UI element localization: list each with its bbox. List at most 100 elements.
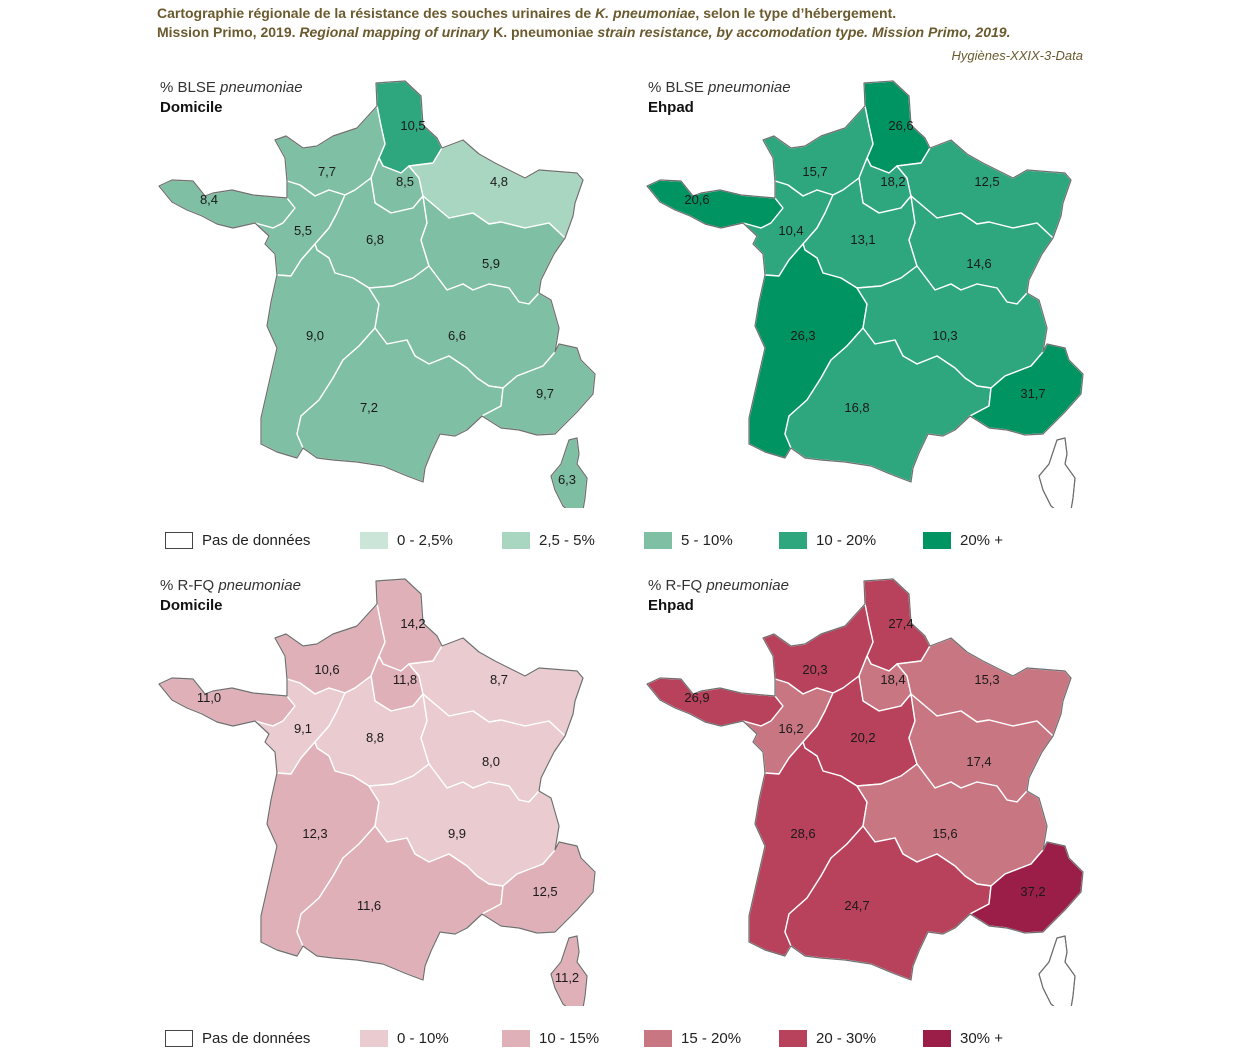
legend-label: 5 - 10% [681,532,733,549]
value-label-naq: 12,3 [302,826,327,841]
value-label-cor: 11,2 [555,970,579,985]
value-label-bfc: 17,4 [966,754,991,769]
value-label-hdf: 14,2 [400,616,425,631]
caption-line-1: Cartographie régionale de la résistance … [157,5,897,21]
value-label-bre: 20,6 [684,192,709,207]
legend-rfq: Pas de données 0 - 10% 10 - 15% 15 - 20% 20… [165,1030,1065,1052]
legend-label: Pas de données [202,1030,311,1047]
value-label-occ: 24,7 [844,898,869,913]
corsica-outline [550,935,588,1006]
legend-swatch [502,1030,530,1047]
map-blse-domicile: % BLSE pneumoniae Domicile 10,5 7,7 8,5 4,8… [157,78,627,528]
value-label-cvl: 8,8 [366,730,384,745]
value-label-naq: 9,0 [306,328,324,343]
value-label-bre: 26,9 [684,690,709,705]
value-label-paca: 31,7 [1020,386,1045,401]
legend-swatch [360,532,388,549]
legend-item: 15 - 20% [644,1030,741,1047]
country-outline [646,578,1084,981]
value-label-cvl: 13,1 [850,232,875,247]
value-label-pdl: 16,2 [778,721,803,736]
country-outline [158,80,596,483]
legend-item: 2,5 - 5% [502,532,595,549]
map-blse-ehpad: % BLSE pneumoniae Ehpad 26,6 15,7 18,2 12,5… [645,78,1115,528]
legend-item: 0 - 2,5% [360,532,453,549]
value-label-occ: 7,2 [360,400,378,415]
value-label-occ: 11,6 [357,898,381,913]
value-label-paca: 12,5 [532,884,557,899]
value-label-cor: 6,3 [558,472,576,487]
legend-item: 20% + [923,532,1003,549]
region-bre [646,179,784,229]
map-rfq-ehpad: % R-FQ pneumoniae Ehpad 27,4 20,3 18,4 15,3… [645,576,1115,1026]
value-label-hdf: 26,6 [888,118,913,133]
value-label-ara: 9,9 [448,826,466,841]
legend-label: 30% + [960,1030,1003,1047]
panel-label: % R-FQ pneumoniae Domicile [160,577,301,614]
legend-label: 0 - 10% [397,1030,449,1047]
value-label-nor: 20,3 [802,662,827,677]
value-label-idf: 11,8 [393,672,417,687]
france-map: 26,6 15,7 18,2 12,5 20,6 10,4 13,1 14,6 26,3 10,3… [646,80,1084,508]
value-label-nor: 10,6 [314,662,339,677]
legend-item: 30% + [923,1030,1003,1047]
legend-item: 10 - 15% [502,1030,599,1047]
legend-swatch [165,532,193,549]
france-map: 10,5 7,7 8,5 4,8 8,4 5,5 6,8 5,9 9,0 6,6 7,2 9,7 6,3 [158,80,596,508]
legend-swatch [779,532,807,549]
value-label-pdl: 5,5 [294,223,312,238]
value-label-ge: 12,5 [974,174,999,189]
value-label-paca: 37,2 [1020,884,1045,899]
legend-swatch [644,1030,672,1047]
value-label-cvl: 20,2 [850,730,875,745]
value-label-bfc: 8,0 [482,754,500,769]
value-label-nor: 15,7 [802,164,827,179]
region-bre [158,179,296,229]
legend-swatch [923,1030,951,1047]
legend-swatch [779,1030,807,1047]
legend-label: 10 - 20% [816,532,877,549]
value-label-ge: 8,7 [490,672,508,687]
legend-swatch [165,1030,193,1047]
value-label-naq: 28,6 [790,826,815,841]
corsica-outline [1038,935,1076,1006]
panel-label: % R-FQ pneumoniae Ehpad [648,577,789,614]
value-label-paca: 9,7 [536,386,554,401]
value-label-pdl: 10,4 [778,223,803,238]
panel-label: % BLSE pneumoniae Ehpad [648,79,791,116]
value-label-ge: 15,3 [974,672,999,687]
region-cor [1038,437,1076,508]
value-label-hdf: 27,4 [888,616,913,631]
panel-label: % BLSE pneumoniae Domicile [160,79,303,116]
value-label-nor: 7,7 [318,164,336,179]
legend-label: 10 - 15% [539,1030,600,1047]
corsica-outline [550,437,588,508]
value-label-naq: 26,3 [790,328,815,343]
region-bre [158,677,296,727]
value-label-bfc: 14,6 [966,256,991,271]
value-label-occ: 16,8 [844,400,869,415]
corsica-outline [1038,437,1076,508]
value-label-hdf: 10,5 [400,118,425,133]
value-label-idf: 18,2 [880,174,905,189]
legend-swatch [502,532,530,549]
figure-caption: Cartographie régionale de la résistance … [157,4,1087,42]
legend-swatch [923,532,951,549]
value-label-ge: 4,8 [490,174,508,189]
value-label-idf: 8,5 [396,174,414,189]
region-cor [1038,935,1076,1006]
value-label-bfc: 5,9 [482,256,500,271]
legend-item: 20 - 30% [779,1030,876,1047]
legend-label: 20 - 30% [816,1030,877,1047]
value-label-cvl: 6,8 [366,232,384,247]
value-label-ara: 6,6 [448,328,466,343]
legend-item: 10 - 20% [779,532,876,549]
caption-line-2: Mission Primo, 2019. Regional mapping of… [157,24,1011,40]
legend-item: 0 - 10% [360,1030,449,1047]
value-label-bre: 11,0 [197,690,221,705]
legend-swatch [644,532,672,549]
value-label-bre: 8,4 [200,192,218,207]
legend-label: 20% + [960,532,1003,549]
legend-item-no-data: Pas de données [165,1030,310,1047]
value-label-pdl: 9,1 [294,721,312,736]
